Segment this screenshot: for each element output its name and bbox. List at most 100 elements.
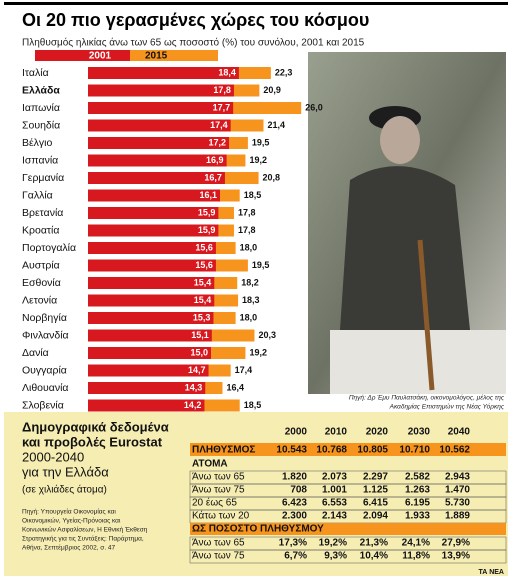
row-box (189, 549, 507, 564)
value-label: 16,7 (204, 172, 222, 182)
population-cell: ΠΛΗΘΥΣΜΟΣ (192, 445, 255, 456)
table-cell: 6.415 (363, 498, 388, 509)
table-cell: 1.470 (445, 485, 470, 496)
value-label: 14,3 (185, 382, 203, 392)
photo-bench (330, 330, 506, 394)
table-cell: 21,3% (360, 538, 388, 549)
bar (88, 242, 216, 254)
table-cell: 24,1% (402, 538, 430, 549)
table-cell: 1.889 (445, 511, 470, 522)
population-cell: 10.543 (276, 445, 307, 456)
table-source: Οικονομικών, Υγείας-Πρόνοιας και (22, 517, 121, 525)
value-label: 19,5 (252, 137, 270, 147)
category-label: Ιαπωνία (22, 102, 60, 114)
value-label: 15,0 (190, 347, 208, 357)
category-label: Σουηδία (22, 119, 60, 131)
value-label: 14,2 (184, 400, 202, 410)
category-label: Ιταλία (22, 67, 49, 79)
legend-label: 2015 (145, 51, 168, 62)
value-label: 18,2 (241, 277, 259, 287)
value-label: 20,8 (263, 172, 281, 182)
category-label: Εσθονία (22, 277, 61, 289)
bar (88, 259, 216, 272)
value-label: 19,2 (249, 155, 267, 165)
value-label: 15,9 (198, 225, 216, 235)
table-cell: 1.125 (363, 485, 388, 496)
table-cell: 27,9% (442, 538, 470, 549)
population-cell: 10.562 (439, 445, 470, 456)
value-label: 18,4 (218, 67, 236, 77)
value-label: 20,9 (263, 85, 281, 95)
category-label: Δανία (22, 347, 49, 359)
bar (88, 347, 211, 359)
table-cell: 6.423 (282, 498, 307, 509)
section-row (190, 523, 506, 535)
value-label: 19,5 (252, 260, 270, 270)
bar (88, 329, 212, 342)
value-label: 18,5 (244, 190, 262, 200)
value-label: 17,8 (213, 85, 231, 95)
table-cell: 2.297 (363, 472, 388, 483)
bar (88, 364, 209, 377)
table-cell: 6.195 (405, 498, 430, 509)
photo-credit: Ακαδημίας Επιστημών της Νέας Υόρκης (389, 403, 505, 411)
value-label: 21,4 (267, 120, 285, 130)
category-label: Λιθουανία (22, 382, 69, 394)
table-title: για την Ελλάδα (22, 464, 109, 479)
value-label: 17,4 (210, 120, 228, 130)
value-label: 17,8 (238, 225, 256, 235)
bar (88, 294, 215, 307)
table-cell: 1.263 (405, 485, 430, 496)
table-cell: 10,4% (360, 551, 388, 562)
value-label: 17,8 (238, 207, 256, 217)
bar (88, 189, 221, 202)
table-cell: 20 έως 65 (192, 497, 237, 509)
table-title: και προβολές Eurostat (22, 434, 163, 449)
table-cell: Άνω των 75 (192, 485, 245, 496)
table-unit: (σε χιλιάδες άτομα) (22, 484, 107, 496)
bar (88, 67, 239, 79)
bar (88, 277, 215, 289)
category-label: Πορτογαλία (22, 242, 76, 254)
population-cell: 10.710 (399, 445, 430, 456)
category-label: Ισπανία (22, 154, 58, 166)
table-cell: 2.582 (405, 472, 430, 483)
category-label: Γερμανία (22, 172, 64, 184)
table-cell: 2.943 (445, 472, 470, 483)
value-label: 18,3 (242, 295, 260, 305)
value-label: 22,3 (275, 67, 293, 77)
bar (88, 399, 205, 412)
section-header: ΑΤΟΜΑ (192, 459, 228, 470)
value-label: 15,6 (195, 242, 213, 252)
table-cell: 1.001 (322, 485, 347, 496)
column-header: 2020 (366, 427, 389, 438)
value-label: 18,0 (240, 242, 258, 252)
value-label: 14,7 (188, 365, 206, 375)
table-cell: 6,7% (284, 551, 307, 562)
value-label: 15,9 (198, 207, 216, 217)
photo-face (380, 116, 420, 164)
population-row (190, 443, 506, 456)
table-title: Δημογραφικά δεδομένα (22, 419, 169, 434)
value-label: 16,1 (199, 190, 217, 200)
legend-swatch (130, 50, 218, 61)
table-cell: 2.094 (363, 511, 388, 522)
table-cell: 1.820 (282, 472, 307, 483)
section-header: ΩΣ ΠΟΣΟΣΤΟ ΠΛΗΘΥΣΜΟΥ (192, 524, 324, 535)
table-cell: 5.730 (445, 498, 470, 509)
table-cell: Άνω των 65 (192, 538, 245, 549)
bar (88, 312, 214, 324)
category-label: Ελλάδα (22, 84, 60, 96)
bar (88, 119, 231, 132)
category-label: Σλοβενία (22, 399, 64, 411)
value-label: 20,3 (258, 330, 276, 340)
table-cell: 13,9% (442, 551, 470, 562)
column-header: 2010 (325, 427, 348, 438)
table-cell: 2.300 (282, 511, 307, 522)
legend-label: 2001 (89, 51, 112, 62)
table-cell: 708 (290, 485, 307, 496)
category-label: Βρετανία (22, 207, 63, 219)
category-label: Ουγγαρία (22, 364, 67, 376)
photo-cane (417, 239, 435, 391)
